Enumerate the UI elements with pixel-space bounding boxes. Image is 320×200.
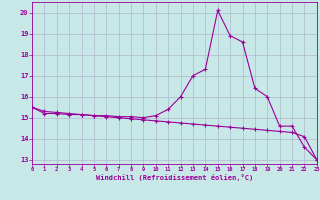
X-axis label: Windchill (Refroidissement éolien,°C): Windchill (Refroidissement éolien,°C) (96, 174, 253, 181)
